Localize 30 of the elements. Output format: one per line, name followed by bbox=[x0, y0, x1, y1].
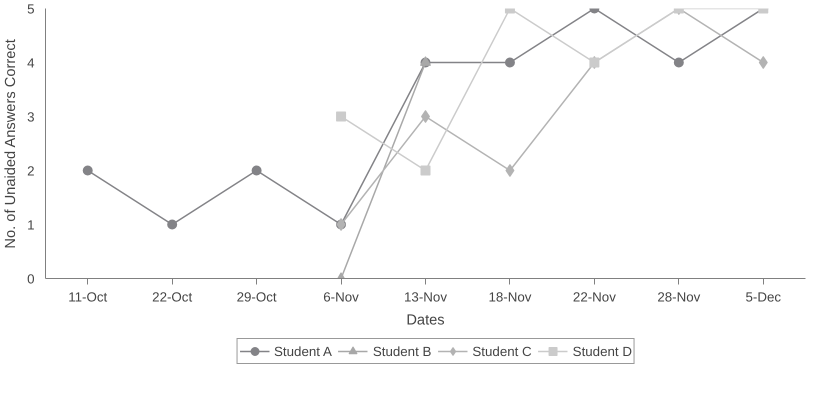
point bbox=[420, 166, 430, 176]
legend-label: Student D bbox=[572, 344, 632, 358]
point bbox=[167, 220, 178, 230]
point bbox=[82, 166, 93, 176]
legend-label: Student C bbox=[472, 344, 532, 358]
point bbox=[505, 164, 514, 177]
x-tick-label: 11-Oct bbox=[68, 290, 108, 304]
y-tick-label: 5 bbox=[27, 2, 35, 16]
x-tick-label: 22-Oct bbox=[152, 290, 192, 304]
x-tick-label: 22-Nov bbox=[572, 290, 616, 304]
point bbox=[504, 58, 515, 68]
x-tick-label: 6-Nov bbox=[323, 290, 360, 304]
y-tick-label: 2 bbox=[27, 164, 35, 178]
x-tick-label: 5-Dec bbox=[746, 290, 782, 304]
point bbox=[758, 56, 768, 69]
y-tick-label: 1 bbox=[27, 218, 35, 232]
y-axis-title: No. of Unaided Answers Correct bbox=[3, 39, 20, 249]
x-tick-label: 18-Nov bbox=[488, 290, 532, 304]
x-tick-label: 29-Oct bbox=[236, 290, 277, 304]
y-tick-label: 3 bbox=[27, 110, 35, 124]
x-axis-title: Dates bbox=[406, 312, 445, 328]
point bbox=[252, 166, 262, 176]
legend-label: Student A bbox=[274, 344, 332, 358]
x-tick-label: 13-Nov bbox=[404, 290, 448, 304]
point bbox=[336, 112, 346, 122]
y-tick-label: 0 bbox=[27, 272, 35, 286]
y-tick-label: 4 bbox=[27, 56, 36, 70]
x-tick-label: 28-Nov bbox=[657, 290, 701, 304]
legend-label: Student B bbox=[372, 344, 432, 358]
point bbox=[674, 58, 684, 68]
